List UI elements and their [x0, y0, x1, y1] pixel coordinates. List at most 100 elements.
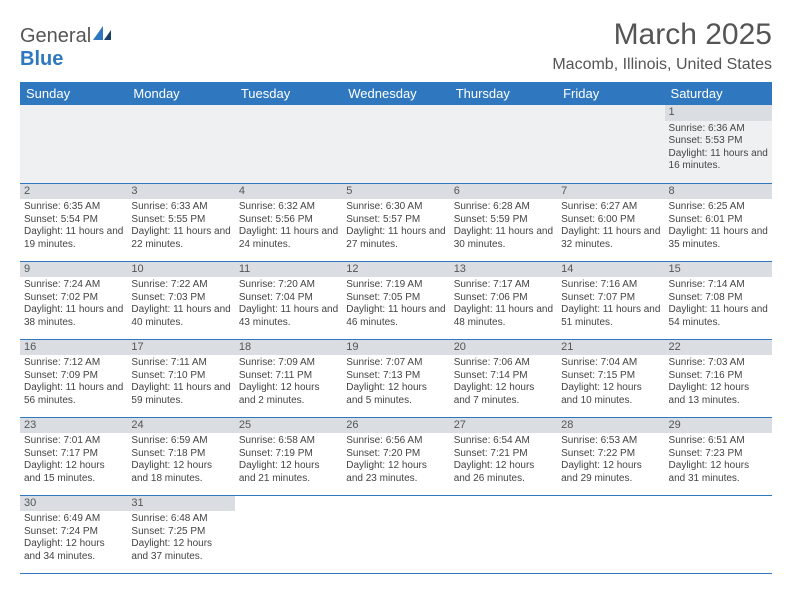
calendar-cell: 4Sunrise: 6:32 AMSunset: 5:56 PMDaylight…: [235, 183, 342, 261]
day-number: 30: [20, 496, 127, 512]
day-number: 13: [450, 262, 557, 278]
daylight-text: Daylight: 12 hours and 13 minutes.: [669, 382, 768, 407]
weekday-row: SundayMondayTuesdayWednesdayThursdayFrid…: [20, 82, 772, 105]
day-info: Sunrise: 7:04 AMSunset: 7:15 PMDaylight:…: [561, 357, 660, 407]
calendar-cell-empty: [127, 105, 234, 183]
day-number: 14: [557, 262, 664, 278]
day-info: Sunrise: 7:01 AMSunset: 7:17 PMDaylight:…: [24, 435, 123, 485]
sunrise-text: Sunrise: 7:09 AM: [239, 357, 338, 370]
sunset-text: Sunset: 7:13 PM: [346, 370, 445, 383]
day-info: Sunrise: 7:03 AMSunset: 7:16 PMDaylight:…: [669, 357, 768, 407]
day-info: Sunrise: 7:09 AMSunset: 7:11 PMDaylight:…: [239, 357, 338, 407]
calendar-cell-empty: [450, 105, 557, 183]
calendar-cell: 28Sunrise: 6:53 AMSunset: 7:22 PMDayligh…: [557, 417, 664, 495]
sunrise-text: Sunrise: 7:03 AM: [669, 357, 768, 370]
day-info: Sunrise: 6:54 AMSunset: 7:21 PMDaylight:…: [454, 435, 553, 485]
sunrise-text: Sunrise: 6:48 AM: [131, 513, 230, 526]
sunset-text: Sunset: 5:55 PM: [131, 214, 230, 227]
day-info: Sunrise: 7:22 AMSunset: 7:03 PMDaylight:…: [131, 279, 230, 329]
sunrise-text: Sunrise: 6:32 AM: [239, 201, 338, 214]
daylight-text: Daylight: 11 hours and 54 minutes.: [669, 304, 768, 329]
calendar-cell: 20Sunrise: 7:06 AMSunset: 7:14 PMDayligh…: [450, 339, 557, 417]
logo-text-2: Blue: [20, 48, 63, 70]
title-block: March 2025 Macomb, Illinois, United Stat…: [552, 18, 772, 74]
calendar-cell: 13Sunrise: 7:17 AMSunset: 7:06 PMDayligh…: [450, 261, 557, 339]
calendar-cell: 3Sunrise: 6:33 AMSunset: 5:55 PMDaylight…: [127, 183, 234, 261]
calendar-cell: 25Sunrise: 6:58 AMSunset: 7:19 PMDayligh…: [235, 417, 342, 495]
day-number: 22: [665, 340, 772, 356]
sunset-text: Sunset: 7:18 PM: [131, 448, 230, 461]
sunset-text: Sunset: 5:56 PM: [239, 214, 338, 227]
day-info: Sunrise: 6:27 AMSunset: 6:00 PMDaylight:…: [561, 201, 660, 251]
sunrise-text: Sunrise: 6:54 AM: [454, 435, 553, 448]
sunset-text: Sunset: 7:17 PM: [24, 448, 123, 461]
day-info: Sunrise: 7:16 AMSunset: 7:07 PMDaylight:…: [561, 279, 660, 329]
calendar-head: SundayMondayTuesdayWednesdayThursdayFrid…: [20, 82, 772, 105]
day-number: 21: [557, 340, 664, 356]
sunrise-text: Sunrise: 7:07 AM: [346, 357, 445, 370]
sunrise-text: Sunrise: 6:49 AM: [24, 513, 123, 526]
sunrise-text: Sunrise: 7:01 AM: [24, 435, 123, 448]
logo-text-1: General: [20, 25, 91, 47]
sunset-text: Sunset: 6:00 PM: [561, 214, 660, 227]
day-number: 20: [450, 340, 557, 356]
weekday-header: Friday: [557, 82, 664, 105]
sunrise-text: Sunrise: 7:22 AM: [131, 279, 230, 292]
day-number: 24: [127, 418, 234, 434]
calendar-cell: 11Sunrise: 7:20 AMSunset: 7:04 PMDayligh…: [235, 261, 342, 339]
daylight-text: Daylight: 11 hours and 48 minutes.: [454, 304, 553, 329]
sunset-text: Sunset: 7:14 PM: [454, 370, 553, 383]
calendar-cell-empty: [235, 495, 342, 573]
day-number: 19: [342, 340, 449, 356]
day-number: 7: [557, 184, 664, 200]
weekday-header: Sunday: [20, 82, 127, 105]
day-number: 23: [20, 418, 127, 434]
sunset-text: Sunset: 7:10 PM: [131, 370, 230, 383]
calendar-cell: 26Sunrise: 6:56 AMSunset: 7:20 PMDayligh…: [342, 417, 449, 495]
day-info: Sunrise: 7:06 AMSunset: 7:14 PMDaylight:…: [454, 357, 553, 407]
calendar-cell-empty: [450, 495, 557, 573]
daylight-text: Daylight: 11 hours and 46 minutes.: [346, 304, 445, 329]
daylight-text: Daylight: 11 hours and 30 minutes.: [454, 226, 553, 251]
sunrise-text: Sunrise: 7:19 AM: [346, 279, 445, 292]
calendar-row: 9Sunrise: 7:24 AMSunset: 7:02 PMDaylight…: [20, 261, 772, 339]
daylight-text: Daylight: 11 hours and 35 minutes.: [669, 226, 768, 251]
sunrise-text: Sunrise: 7:11 AM: [131, 357, 230, 370]
weekday-header: Thursday: [450, 82, 557, 105]
calendar-table: SundayMondayTuesdayWednesdayThursdayFrid…: [20, 82, 772, 574]
day-info: Sunrise: 6:59 AMSunset: 7:18 PMDaylight:…: [131, 435, 230, 485]
sunset-text: Sunset: 7:07 PM: [561, 292, 660, 305]
day-number: 18: [235, 340, 342, 356]
sunset-text: Sunset: 7:24 PM: [24, 526, 123, 539]
calendar-cell: 16Sunrise: 7:12 AMSunset: 7:09 PMDayligh…: [20, 339, 127, 417]
day-number: 9: [20, 262, 127, 278]
logo-text: General Blue: [20, 24, 113, 71]
sunrise-text: Sunrise: 6:30 AM: [346, 201, 445, 214]
sail-icon: [91, 24, 113, 48]
calendar-cell-empty: [235, 105, 342, 183]
daylight-text: Daylight: 12 hours and 34 minutes.: [24, 538, 123, 563]
daylight-text: Daylight: 11 hours and 38 minutes.: [24, 304, 123, 329]
sunset-text: Sunset: 5:57 PM: [346, 214, 445, 227]
day-info: Sunrise: 7:19 AMSunset: 7:05 PMDaylight:…: [346, 279, 445, 329]
calendar-cell: 6Sunrise: 6:28 AMSunset: 5:59 PMDaylight…: [450, 183, 557, 261]
daylight-text: Daylight: 11 hours and 16 minutes.: [669, 148, 768, 173]
sunset-text: Sunset: 5:59 PM: [454, 214, 553, 227]
daylight-text: Daylight: 11 hours and 24 minutes.: [239, 226, 338, 251]
sunset-text: Sunset: 7:16 PM: [669, 370, 768, 383]
sunrise-text: Sunrise: 6:58 AM: [239, 435, 338, 448]
calendar-cell: 23Sunrise: 7:01 AMSunset: 7:17 PMDayligh…: [20, 417, 127, 495]
calendar-row: 16Sunrise: 7:12 AMSunset: 7:09 PMDayligh…: [20, 339, 772, 417]
calendar-cell: 31Sunrise: 6:48 AMSunset: 7:25 PMDayligh…: [127, 495, 234, 573]
day-info: Sunrise: 6:49 AMSunset: 7:24 PMDaylight:…: [24, 513, 123, 563]
day-info: Sunrise: 7:07 AMSunset: 7:13 PMDaylight:…: [346, 357, 445, 407]
weekday-header: Tuesday: [235, 82, 342, 105]
sunrise-text: Sunrise: 6:51 AM: [669, 435, 768, 448]
daylight-text: Daylight: 12 hours and 7 minutes.: [454, 382, 553, 407]
daylight-text: Daylight: 11 hours and 40 minutes.: [131, 304, 230, 329]
day-number: 11: [235, 262, 342, 278]
weekday-header: Wednesday: [342, 82, 449, 105]
sunset-text: Sunset: 7:23 PM: [669, 448, 768, 461]
day-number: 27: [450, 418, 557, 434]
calendar-cell-empty: [557, 495, 664, 573]
